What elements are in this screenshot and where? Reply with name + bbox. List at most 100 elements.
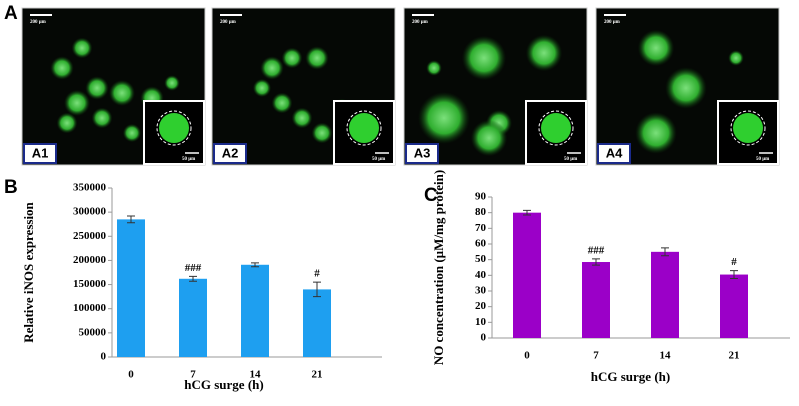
cell <box>56 112 78 134</box>
image-label-box <box>405 143 439 164</box>
y-tick-label: 30 <box>475 285 487 297</box>
bar <box>179 278 207 357</box>
bar <box>720 274 748 338</box>
cell <box>64 90 90 116</box>
cell <box>50 56 74 80</box>
y-tick-label: 70 <box>475 222 487 234</box>
image-label-box <box>597 143 631 164</box>
error-bar <box>313 281 321 298</box>
y-axis-title: NO concentration (µM/mg protein) <box>431 170 446 365</box>
y-tick-label: 60 <box>475 238 487 250</box>
inset-scale-bar-label: 50 µm <box>564 157 578 162</box>
image-label-box <box>23 143 57 164</box>
image-label: A1 <box>32 145 49 160</box>
cell <box>291 107 313 129</box>
bar <box>513 212 541 338</box>
cell <box>271 92 293 114</box>
cell <box>426 60 442 76</box>
annotation: ### <box>588 244 605 256</box>
cell <box>252 78 272 98</box>
inset-outline <box>156 110 192 146</box>
cell <box>91 107 113 129</box>
y-tick-label: 50 <box>475 253 487 265</box>
y-tick-label: 0 <box>101 351 107 363</box>
y-tick-label: 90 <box>475 191 487 203</box>
scale-bar-label: 200 µm <box>604 20 621 25</box>
y-axis-title: Relative iNOS expression <box>21 201 36 342</box>
error-bar <box>730 270 738 279</box>
y-tick-label: 150000 <box>73 278 107 290</box>
cell <box>728 50 744 66</box>
annotation: # <box>314 268 320 280</box>
y-tick-label: 100000 <box>73 302 107 314</box>
cell <box>470 119 508 157</box>
x-tick-label: 0 <box>128 369 134 381</box>
x-tick-label: 0 <box>524 350 530 362</box>
cell <box>122 123 142 143</box>
inset-scale-bar-label: 50 µm <box>372 157 386 162</box>
cell <box>164 75 180 91</box>
y-tick-label: 40 <box>475 269 487 281</box>
inset-cell <box>159 113 189 143</box>
bar <box>241 264 269 357</box>
x-tick-label: 21 <box>729 350 740 362</box>
cell <box>461 35 507 81</box>
error-bar <box>592 258 600 266</box>
cell <box>260 56 284 80</box>
annotation: # <box>731 256 737 268</box>
inset-outline <box>730 110 766 146</box>
bar <box>582 262 610 338</box>
inset-cell <box>541 113 571 143</box>
bar <box>303 289 331 357</box>
x-tick-label: 7 <box>593 350 599 362</box>
image-label: A4 <box>606 145 623 160</box>
annotation: ### <box>185 262 202 274</box>
scale-bar-label: 200 µm <box>220 20 237 25</box>
inset-outline <box>538 110 574 146</box>
cell <box>637 29 675 67</box>
cell <box>665 67 707 109</box>
x-tick-label: 14 <box>660 350 672 362</box>
cell <box>418 92 470 144</box>
x-tick-label: 21 <box>312 369 323 381</box>
image-label-box <box>213 143 247 164</box>
y-tick-label: 80 <box>475 206 487 218</box>
cell <box>71 37 93 59</box>
panel-label: B <box>4 177 18 198</box>
inset-scale-bar-label: 50 µm <box>756 157 770 162</box>
cell <box>525 34 563 72</box>
inset-outline <box>346 110 382 146</box>
x-tick-label: 14 <box>250 369 262 381</box>
image-label: A3 <box>414 145 431 160</box>
cell <box>281 47 303 69</box>
cell <box>109 80 135 106</box>
cell <box>305 46 329 70</box>
y-tick-label: 350000 <box>73 182 107 194</box>
y-tick-label: 20 <box>475 300 487 312</box>
scale-bar-label: 200 µm <box>412 20 429 25</box>
panel-label: C <box>424 185 438 206</box>
panel-label: A <box>4 3 18 24</box>
x-axis-title: hCG surge (h) <box>184 377 263 392</box>
y-tick-label: 0 <box>481 332 487 344</box>
inset-cell <box>733 113 763 143</box>
y-tick-label: 10 <box>475 316 487 328</box>
y-tick-label: 250000 <box>73 230 107 242</box>
inset-cell <box>349 113 379 143</box>
image-label: A2 <box>222 145 239 160</box>
y-tick-label: 50000 <box>79 326 107 338</box>
error-bar <box>523 209 531 216</box>
y-tick-label: 300000 <box>73 206 107 218</box>
scale-bar-label: 200 µm <box>30 20 47 25</box>
error-bar <box>251 262 259 268</box>
bar <box>651 251 679 338</box>
error-bar <box>127 215 135 224</box>
x-tick-label: 7 <box>190 369 196 381</box>
error-bar <box>189 275 197 282</box>
x-axis-title: hCG surge (h) <box>591 369 670 384</box>
inset-scale-bar-label: 50 µm <box>182 157 196 162</box>
cell <box>85 76 109 100</box>
y-tick-label: 200000 <box>73 254 107 266</box>
cell <box>311 122 333 144</box>
